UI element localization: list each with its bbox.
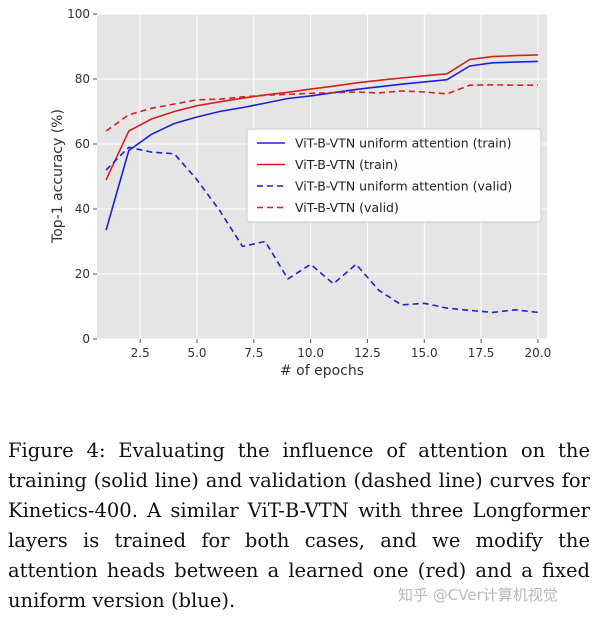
x-tick-label: 17.5 xyxy=(468,346,495,360)
x-tick-label: 5.0 xyxy=(187,346,206,360)
series-line-0 xyxy=(105,60,538,231)
legend: ViT-B-VTN uniform attention (train) ViT-B… xyxy=(246,128,542,223)
legend-label: ViT-B-VTN (train) xyxy=(295,157,398,172)
series-line-3 xyxy=(105,84,538,132)
legend-box xyxy=(246,128,542,223)
y-tick-label: 0 xyxy=(82,332,90,346)
y-tick-label: 20 xyxy=(75,267,90,281)
x-tick-label: 10.0 xyxy=(297,346,324,360)
series-lines xyxy=(105,54,538,314)
y-tick-label: 80 xyxy=(75,72,90,86)
legend-label: ViT-B-VTN uniform attention (train) xyxy=(295,136,511,151)
axis-ticks: 0 20 40 60 80 100 2.5 5.0 7.5 10.0 12.5 15.0 17.5 20.… xyxy=(67,7,551,360)
legend-label: ViT-B-VTN uniform attention (valid) xyxy=(295,179,512,194)
x-tick-label: 7.5 xyxy=(244,346,263,360)
series-line-1 xyxy=(105,54,538,181)
y-tick-label: 40 xyxy=(75,202,90,216)
series-line-2 xyxy=(105,146,538,314)
figure-caption: Figure 4: Evaluating the influence of at… xyxy=(8,439,590,612)
y-tick-label: 60 xyxy=(75,137,90,151)
watermark: 知乎 @CVer计算机视觉 xyxy=(398,586,558,604)
line-chart: 0 20 40 60 80 100 2.5 5.0 7.5 10.0 12.5 15.0 17.5 20.… xyxy=(50,7,551,379)
y-tick-label: 100 xyxy=(67,7,90,21)
x-axis-label: # of epochs xyxy=(280,363,364,379)
x-tick-label: 20.0 xyxy=(525,346,552,360)
legend-label: ViT-B-VTN (valid) xyxy=(295,200,399,215)
x-tick-label: 15.0 xyxy=(411,346,438,360)
x-tick-label: 2.5 xyxy=(131,346,150,360)
x-tick-label: 12.5 xyxy=(354,346,381,360)
y-axis-label: Top-1 accuracy (%) xyxy=(50,109,66,244)
